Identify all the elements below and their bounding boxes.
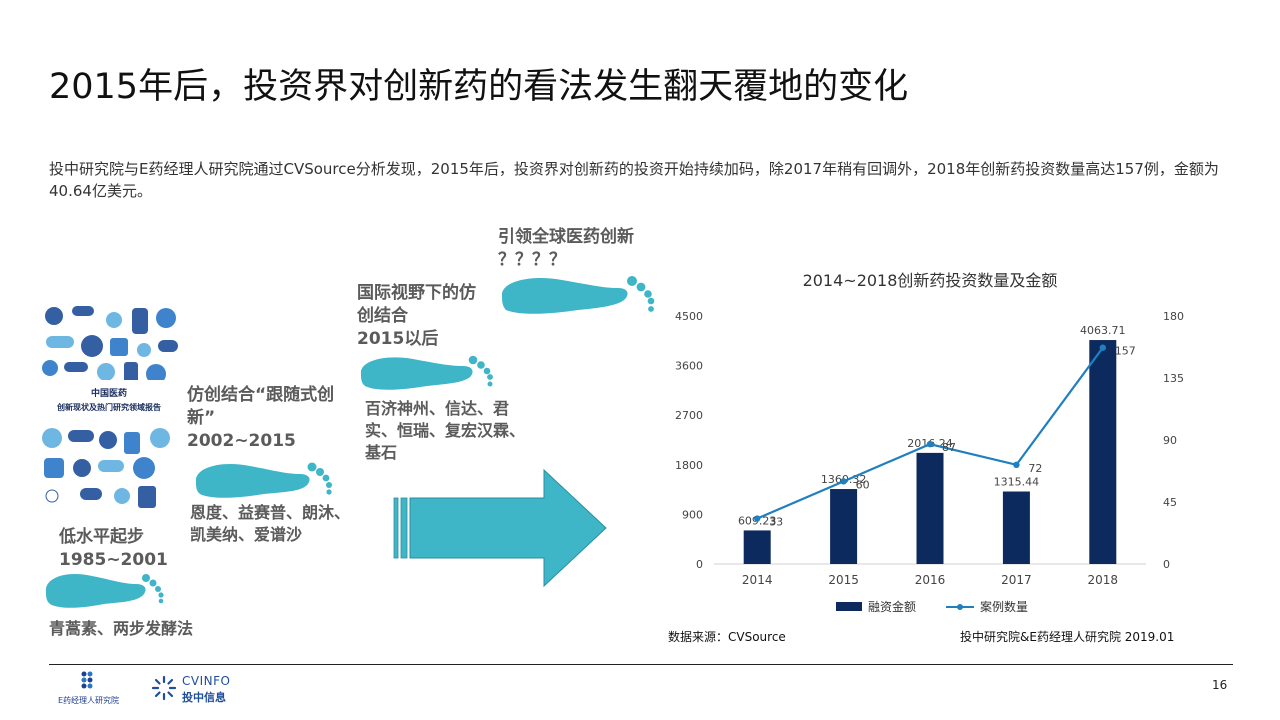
stage-1-title: 低水平起步 1985~2001 xyxy=(59,526,168,572)
line-series xyxy=(754,344,1106,522)
data-source-note: 数据来源：CVSource xyxy=(668,630,786,644)
bar xyxy=(743,530,771,564)
line-data-label: 60 xyxy=(856,478,870,491)
stage-1-years: 1985~2001 xyxy=(59,550,168,570)
stage-3-desc-line3: 基石 xyxy=(365,443,398,462)
footprint-icon-2 xyxy=(195,462,332,498)
footprint-icon-4 xyxy=(501,276,655,314)
right-tick-label: 135 xyxy=(1163,372,1184,385)
stage-3-desc-line1: 百济神州、信达、君 xyxy=(365,399,510,418)
bar xyxy=(1089,340,1117,564)
report-cover-title-1: 中国医药 xyxy=(91,387,127,399)
slide-title: 2015年后，投资界对创新药的看法发生翻天覆地的变化 xyxy=(49,67,909,107)
line-point xyxy=(926,440,934,448)
bar xyxy=(916,452,944,564)
stage-2-desc: 恩度、益赛普、朗沐、 凯美纳、爱谱沙 xyxy=(190,502,350,546)
right-tick-label: 0 xyxy=(1163,558,1170,571)
stage-4-title: 引领全球医药创新 ？？？？ xyxy=(498,226,634,272)
line-data-label: 33 xyxy=(769,516,783,529)
report-cover-illustration: 中国医药 创新现状及热门研究领域报告 xyxy=(34,298,184,520)
bar-series xyxy=(743,340,1117,564)
chart-credit-date: 投中研究院&E药经理人研究院 2019.01 xyxy=(960,630,1175,644)
x-tick-label: 2017 xyxy=(1001,573,1032,587)
bar xyxy=(830,489,858,564)
left-axis-ticks: 0 900 1800 2700 3600 4500 xyxy=(675,310,703,571)
left-tick-label: 4500 xyxy=(675,310,703,323)
line-point xyxy=(1099,344,1106,351)
stage-3-title-line2: 创结合 xyxy=(357,306,408,326)
report-cover-image: 中国医药 创新现状及热门研究领域报告 xyxy=(34,298,184,520)
right-tick-label: 180 xyxy=(1163,310,1184,323)
legend-bar-swatch xyxy=(836,602,862,611)
summary-text: 投中研究院与E药经理人研究院通过CVSource分析发现，2015年后，投资界对… xyxy=(49,160,1219,200)
left-tick-label: 1800 xyxy=(675,459,703,472)
stage-3-title-line1: 国际视野下的仿 xyxy=(357,283,476,303)
left-tick-label: 2700 xyxy=(675,409,703,422)
footer-divider xyxy=(49,664,1233,665)
stage-4-title-line2: ？？？？ xyxy=(498,250,566,270)
stage-3-years: 2015以后 xyxy=(357,329,439,349)
footprint-icon-3 xyxy=(360,355,493,390)
page-number: 16 xyxy=(1212,678,1228,692)
line-point xyxy=(1013,461,1020,468)
right-tick-label: 45 xyxy=(1163,496,1177,509)
x-tick-label: 2018 xyxy=(1088,573,1119,587)
stage-1-title-line1: 低水平起步 xyxy=(59,527,144,547)
left-tick-label: 3600 xyxy=(675,360,703,373)
line-data-label: 87 xyxy=(942,441,956,454)
stage-1-desc: 青蒿素、两步发酵法 xyxy=(49,619,194,638)
stage-2-years: 2002~2015 xyxy=(187,431,296,451)
x-tick-label: 2015 xyxy=(828,573,859,587)
line-data-label: 72 xyxy=(1028,462,1042,475)
logo-cvinfo: CVINFO 投中信息 xyxy=(150,672,260,708)
cvinfo-logo-icon xyxy=(151,675,177,701)
chart-title: 2014~2018创新药投资数量及金额 xyxy=(803,271,1058,290)
logo-e-pharma: E药经理人研究院 xyxy=(58,670,138,710)
cvinfo-label: 投中信息 xyxy=(182,691,226,704)
left-tick-label: 900 xyxy=(682,508,703,521)
x-tick-label: 2014 xyxy=(742,573,773,587)
stage-2-desc-line2: 凯美纳、爱谱沙 xyxy=(190,525,303,544)
line-data-labels: 33 60 87 72 157 xyxy=(769,345,1136,529)
bar-data-label: 4063.71 xyxy=(1080,324,1126,337)
stage-4-title-line1: 引领全球医药创新 xyxy=(498,227,634,247)
report-cover-title-2: 创新现状及热门研究领域报告 xyxy=(56,402,161,412)
stage-2-title-line2: 新” xyxy=(187,408,216,428)
stage-2-desc-line1: 恩度、益赛普、朗沐、 xyxy=(190,503,351,522)
bar-data-label: 1315.44 xyxy=(994,476,1040,489)
chart-legend: 融资金额 案例数量 xyxy=(836,599,1028,614)
line-point xyxy=(840,478,847,485)
stage-2-title-line1: 仿创结合“跟随式创 xyxy=(187,385,335,405)
left-tick-label: 0 xyxy=(696,558,703,571)
stage-3-title: 国际视野下的仿 创结合 2015以后 xyxy=(357,282,476,351)
right-axis-ticks: 0 45 90 135 180 xyxy=(1163,310,1184,571)
investment-chart: 2014~2018创新药投资数量及金额 09001800270036004500… xyxy=(675,271,1184,614)
legend-bar-label: 融资金额 xyxy=(868,599,916,614)
legend-line-label: 案例数量 xyxy=(980,599,1028,614)
stage-3-desc: 百济神州、信达、君 实、恒瑞、复宏汉霖、 基石 xyxy=(365,398,525,464)
big-arrow-icon xyxy=(393,468,607,588)
x-tick-label: 2016 xyxy=(915,573,946,587)
bar xyxy=(1002,491,1030,564)
right-tick-label: 90 xyxy=(1163,434,1177,447)
line-point xyxy=(754,515,761,522)
stage-2-title: 仿创结合“跟随式创 新” 2002~2015 xyxy=(187,384,334,453)
e-pharma-logo-icon xyxy=(81,671,93,689)
footprint-icon-1 xyxy=(45,573,164,608)
cvinfo-brand: CVINFO xyxy=(182,674,231,688)
stage-3-desc-line2: 实、恒瑞、复宏汉霖、 xyxy=(365,421,526,440)
x-axis-ticks: 2014 2015 2016 2017 2018 xyxy=(742,573,1118,587)
e-pharma-logo-label: E药经理人研究院 xyxy=(58,696,120,705)
line-data-label: 157 xyxy=(1115,345,1136,358)
